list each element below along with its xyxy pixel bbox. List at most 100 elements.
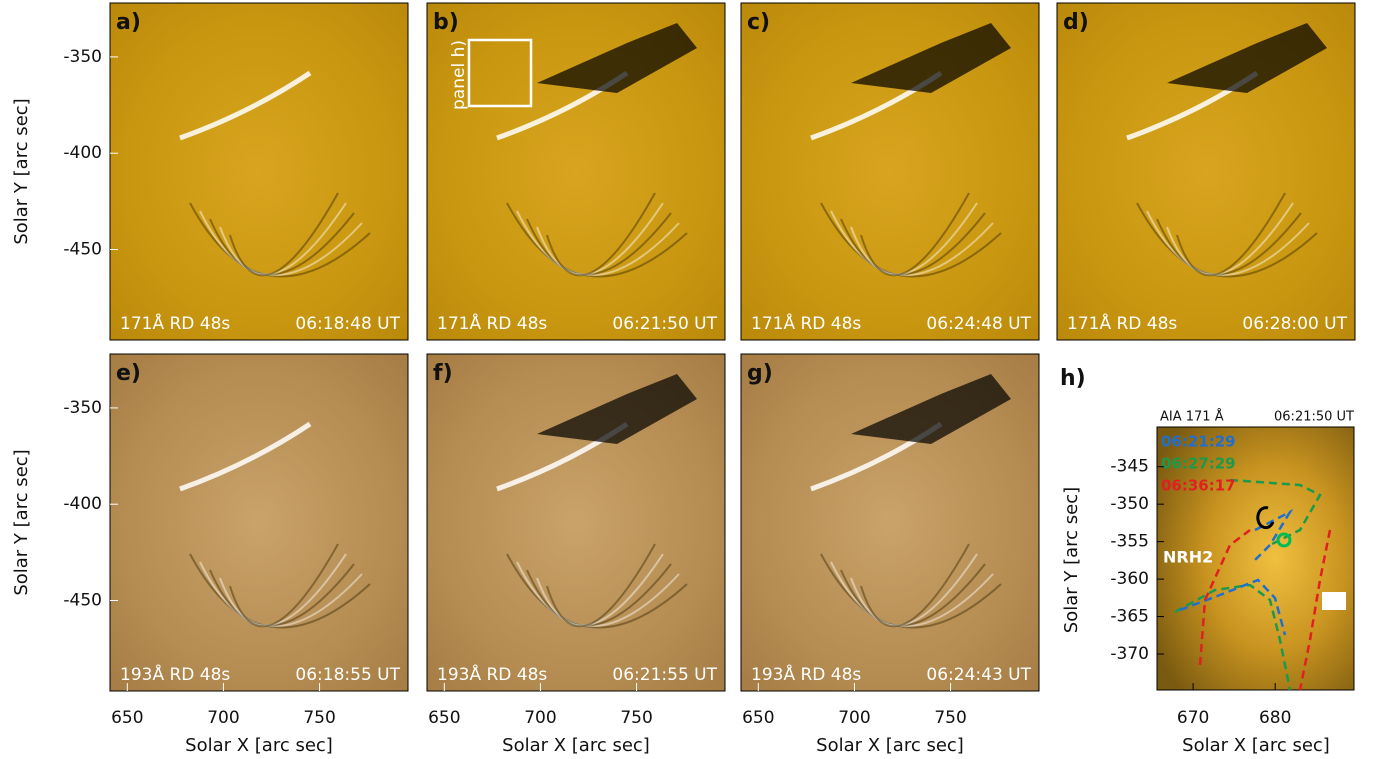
loop <box>189 202 371 278</box>
loop <box>840 212 986 276</box>
x-tick-label: 750 <box>303 708 335 728</box>
contour <box>1229 478 1322 547</box>
x-tick-label: 650 <box>428 708 460 728</box>
x-axis-label: Solar X [arc sec] <box>502 735 650 756</box>
y-tick-label: -345 <box>1110 457 1149 477</box>
loop <box>516 210 680 276</box>
x-tick-label: 680 <box>1259 708 1291 728</box>
loop <box>850 202 978 276</box>
box-label: panel h) <box>449 40 469 110</box>
caption: 171Å RD 48s <box>751 312 861 334</box>
panel-image <box>109 353 409 692</box>
loop <box>546 543 656 628</box>
contour <box>1179 578 1287 636</box>
loop <box>199 561 363 627</box>
caption: 193Å RD 48s <box>751 663 861 685</box>
loop <box>860 543 970 628</box>
loop <box>860 192 970 277</box>
bright-arc <box>179 421 312 492</box>
loop <box>830 210 994 276</box>
loop <box>189 553 371 629</box>
panel-label: e) <box>116 361 141 386</box>
panel-label: c) <box>747 10 770 35</box>
dark-region <box>537 374 697 444</box>
x-axis-label: Solar X [arc sec] <box>816 735 964 756</box>
caption: 171Å RD 48s <box>437 312 547 334</box>
dark-region <box>851 23 1011 93</box>
x-tick-label: 700 <box>838 708 870 728</box>
loop <box>536 553 664 627</box>
caption-time: 06:21:50 UT <box>612 314 717 334</box>
panel-label: h) <box>1060 366 1086 391</box>
caption: 171Å RD 48s <box>1067 312 1177 334</box>
y-tick-label: -355 <box>1110 532 1149 552</box>
panel-label: d) <box>1063 10 1089 35</box>
annotation: NRH2 <box>1163 548 1213 567</box>
y-tick-label: -365 <box>1110 607 1149 627</box>
x-tick-label: 750 <box>934 708 966 728</box>
loop <box>229 192 339 277</box>
inset-time: 06:21:50 UT <box>1274 410 1354 425</box>
contour <box>1298 529 1332 691</box>
loop <box>199 210 363 276</box>
loop <box>546 192 656 277</box>
contour <box>1174 583 1292 691</box>
caption: 171Å RD 48s <box>120 312 230 334</box>
caption-time: 06:21:55 UT <box>612 665 717 685</box>
y-tick-label: -400 <box>63 143 102 163</box>
loop <box>526 563 672 627</box>
caption-time: 06:18:55 UT <box>295 665 400 685</box>
y-axis-label: Solar Y [arc sec] <box>11 98 32 244</box>
panel-label: a) <box>116 10 141 35</box>
contour <box>1254 508 1294 561</box>
marker <box>1276 532 1292 548</box>
caption-time: 06:24:48 UT <box>926 314 1031 334</box>
loop <box>1176 192 1286 277</box>
loop <box>830 561 994 627</box>
loop <box>1136 202 1318 278</box>
y-tick-label: -360 <box>1110 569 1149 589</box>
caption-time: 06:28:00 UT <box>1242 314 1347 334</box>
x-tick-label: 670 <box>1177 708 1209 728</box>
legend-entry: 06:21:29 <box>1161 433 1236 451</box>
x-axis-label: Solar X [arc sec] <box>1182 735 1330 756</box>
loop <box>1166 202 1294 276</box>
loop <box>506 553 688 629</box>
marker <box>1256 506 1275 530</box>
caption-time: 06:18:48 UT <box>295 314 400 334</box>
loop <box>506 202 688 278</box>
panel-label: f) <box>433 361 453 386</box>
caption: 193Å RD 48s <box>120 663 230 685</box>
loop <box>229 543 339 628</box>
panel-label: g) <box>747 361 773 386</box>
loop <box>840 563 986 627</box>
panel-image <box>109 2 409 341</box>
x-tick-label: 750 <box>620 708 652 728</box>
contour <box>1198 529 1251 666</box>
y-axis-label: Solar Y [arc sec] <box>1061 487 1082 633</box>
legend-entry: 06:27:29 <box>1161 455 1236 473</box>
loop <box>820 553 1002 629</box>
x-tick-label: 650 <box>111 708 143 728</box>
loop <box>219 553 347 627</box>
panels: a) 171Å RD 48s 06:18:48 UT -350 -400 -450 Sola… <box>11 2 1356 756</box>
caption: 193Å RD 48s <box>437 663 547 685</box>
bright-patch <box>1322 592 1346 610</box>
y-tick-label: -450 <box>63 239 102 259</box>
loop <box>820 202 1002 278</box>
loop <box>536 202 664 276</box>
bright-arc <box>179 70 312 141</box>
loop <box>209 212 355 276</box>
loop <box>1156 212 1302 276</box>
y-tick-label: -350 <box>63 47 102 67</box>
loop <box>526 212 672 276</box>
x-tick-label: 700 <box>524 708 556 728</box>
dark-region <box>851 374 1011 444</box>
y-tick-label: -350 <box>63 398 102 418</box>
legend-entry: 06:36:17 <box>1161 477 1236 495</box>
dark-region <box>1167 23 1327 93</box>
y-tick-label: -400 <box>63 494 102 514</box>
loop <box>1146 210 1310 276</box>
dark-region <box>537 23 697 93</box>
